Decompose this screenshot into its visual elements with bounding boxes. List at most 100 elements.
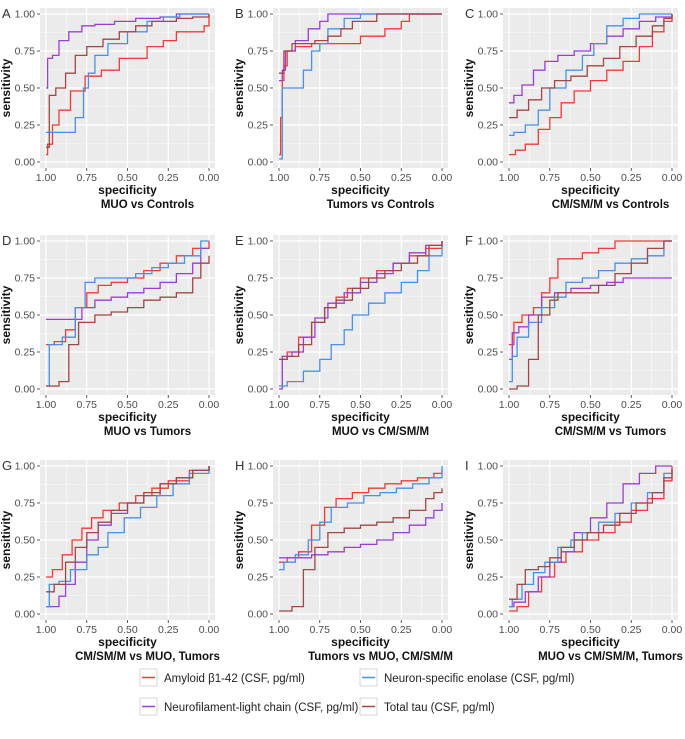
y-tick-label: 0.50	[248, 83, 269, 95]
y-tick-label: 0.50	[248, 535, 269, 547]
y-tick-label: 0.50	[15, 535, 36, 547]
y-axis-label: sensitivity	[0, 58, 13, 117]
x-axis-label: specificity	[98, 183, 157, 197]
roc-curve-nse	[46, 13, 209, 134]
x-tick-label: 0.50	[350, 624, 371, 636]
panel-title: MUO vs CM/SM/M	[332, 426, 429, 438]
legend-item-nse: Neuron-specific enolase (CSF, pg/ml)	[359, 668, 575, 687]
x-tick-label: 0.25	[391, 399, 412, 411]
y-tick-label: 0.25	[478, 120, 499, 132]
x-tick-label: 1.00	[269, 399, 290, 411]
y-axis-label: sensitivity	[462, 285, 476, 344]
y-tick-label: 0.75	[248, 273, 269, 285]
y-tick-label: 0.00	[248, 609, 269, 621]
roc-curve-amyloid	[46, 466, 210, 578]
x-tick-label: 0.25	[391, 172, 412, 184]
roc-panel-h: H 1.00 0.75 0.50 0.25 0.00 0.00 0.25 0.50 0.75 1.0…	[232, 458, 453, 663]
x-tick-label: 1.00	[36, 624, 57, 636]
x-axis-label: specificity	[561, 183, 620, 197]
x-tick-label: 0.50	[350, 399, 371, 411]
x-axis-label: specificity	[98, 410, 157, 424]
legend-item-tau: Total tau (CSF, pg/ml)	[359, 697, 495, 716]
y-tick-label: 0.50	[248, 310, 269, 322]
x-tick-label: 1.00	[499, 172, 520, 184]
panel-title: Tumors vs Controls	[327, 199, 435, 211]
x-axis-label: specificity	[331, 183, 390, 197]
y-tick-label: 0.25	[248, 347, 269, 359]
y-tick-label: 0.75	[478, 46, 499, 58]
legend-label: Total tau (CSF, pg/ml)	[384, 702, 495, 714]
panel-title: Tumors vs MUO, CM/SM/M	[308, 651, 453, 663]
x-tick-label: 0.00	[432, 399, 453, 411]
y-tick-label: 0.00	[478, 384, 499, 396]
y-tick-label: 1.00	[15, 236, 36, 248]
y-tick-label: 0.75	[248, 46, 269, 58]
roc-curve-amyloid	[46, 14, 210, 156]
roc-panel-c: C 1.00 0.75 0.50 0.25 0.00 0.00 0.25 0.50 0.75 1.0…	[462, 6, 682, 211]
y-tick-label: 1.00	[478, 9, 499, 21]
roc-curve-nse	[509, 240, 672, 383]
legend: Amyloid β1-42 (CSF, pg/ml) Neuron-specifi…	[139, 668, 575, 716]
y-tick-label: 1.00	[15, 461, 36, 473]
x-tick-label: 0.25	[621, 399, 642, 411]
roc-curve-nse	[279, 241, 443, 387]
panel-letter: H	[235, 458, 244, 473]
panel-letter: E	[235, 233, 244, 248]
x-axis-label: specificity	[98, 635, 157, 649]
x-tick-label: 1.00	[36, 172, 57, 184]
y-tick-label: 0.75	[248, 498, 269, 510]
roc-curve-tau	[279, 13, 442, 74]
roc-panel-i: I 1.00 0.75 0.50 0.25 0.00 0.00 0.25 0.50 0.75 1.0…	[462, 458, 683, 663]
y-tick-label: 0.50	[478, 310, 499, 322]
x-tick-label: 0.50	[580, 172, 601, 184]
x-tick-label: 1.00	[499, 399, 520, 411]
roc-panel-a: A 1.00 0.75 0.50 0.25 0.00 0.00 0.25 0.50 0.75 1.0…	[0, 6, 219, 211]
y-tick-label: 0.25	[248, 120, 269, 132]
x-tick-label: 0.00	[662, 399, 683, 411]
y-tick-label: 0.25	[15, 347, 36, 359]
y-tick-label: 0.00	[15, 384, 36, 396]
legend-item-amyloid: Amyloid β1-42 (CSF, pg/ml)	[139, 668, 305, 687]
panel-letter: D	[2, 233, 11, 248]
y-tick-label: 0.50	[15, 310, 36, 322]
y-tick-label: 0.75	[15, 498, 36, 510]
x-tick-label: 0.00	[432, 172, 453, 184]
legend-label: Neurofilament-light chain (CSF, pg/ml)	[164, 702, 358, 714]
x-tick-label: 0.75	[540, 624, 561, 636]
legend-label: Amyloid β1-42 (CSF, pg/ml)	[164, 673, 305, 685]
y-axis-label: sensitivity	[232, 58, 246, 117]
panel-letter: I	[465, 458, 469, 473]
x-tick-label: 0.00	[199, 399, 220, 411]
legend-item-nfl: Neurofilament-light chain (CSF, pg/ml)	[139, 697, 358, 716]
panel-letter: A	[2, 6, 11, 21]
roc-panel-e: E 1.00 0.75 0.50 0.25 0.00 0.00 0.25 0.50 0.75 1.0…	[232, 233, 452, 438]
panel-letter: C	[465, 6, 474, 21]
roc-curve-tau	[46, 466, 210, 593]
panel-title: MUO vs CM/SM/M, Tumors	[538, 651, 683, 663]
roc-curve-nse	[279, 466, 443, 571]
roc-curve-tau	[279, 488, 443, 612]
y-axis-label: sensitivity	[462, 510, 476, 569]
y-axis-label: sensitivity	[0, 510, 13, 569]
x-tick-label: 0.25	[621, 624, 642, 636]
roc-curve-tau	[509, 240, 672, 390]
panel-title: CM/SM/M vs Controls	[552, 199, 670, 211]
y-tick-label: 1.00	[478, 461, 499, 473]
x-tick-label: 0.50	[117, 624, 138, 636]
x-tick-label: 0.75	[540, 399, 561, 411]
roc-panel-f: F 1.00 0.75 0.50 0.25 0.00 0.00 0.25 0.50 0.75 1.0…	[462, 233, 682, 438]
y-tick-label: 0.25	[15, 572, 36, 584]
y-tick-label: 1.00	[478, 236, 499, 248]
y-tick-label: 0.00	[248, 157, 269, 169]
roc-curve-nse	[279, 13, 442, 160]
y-tick-label: 0.75	[15, 273, 36, 285]
x-tick-label: 0.00	[662, 172, 683, 184]
x-tick-label: 0.75	[77, 624, 98, 636]
y-tick-label: 0.25	[478, 347, 499, 359]
x-axis-label: specificity	[561, 635, 620, 649]
x-tick-label: 0.75	[77, 172, 98, 184]
y-tick-label: 1.00	[248, 461, 269, 473]
roc-curve-nse	[509, 13, 672, 137]
y-tick-label: 0.50	[478, 535, 499, 547]
